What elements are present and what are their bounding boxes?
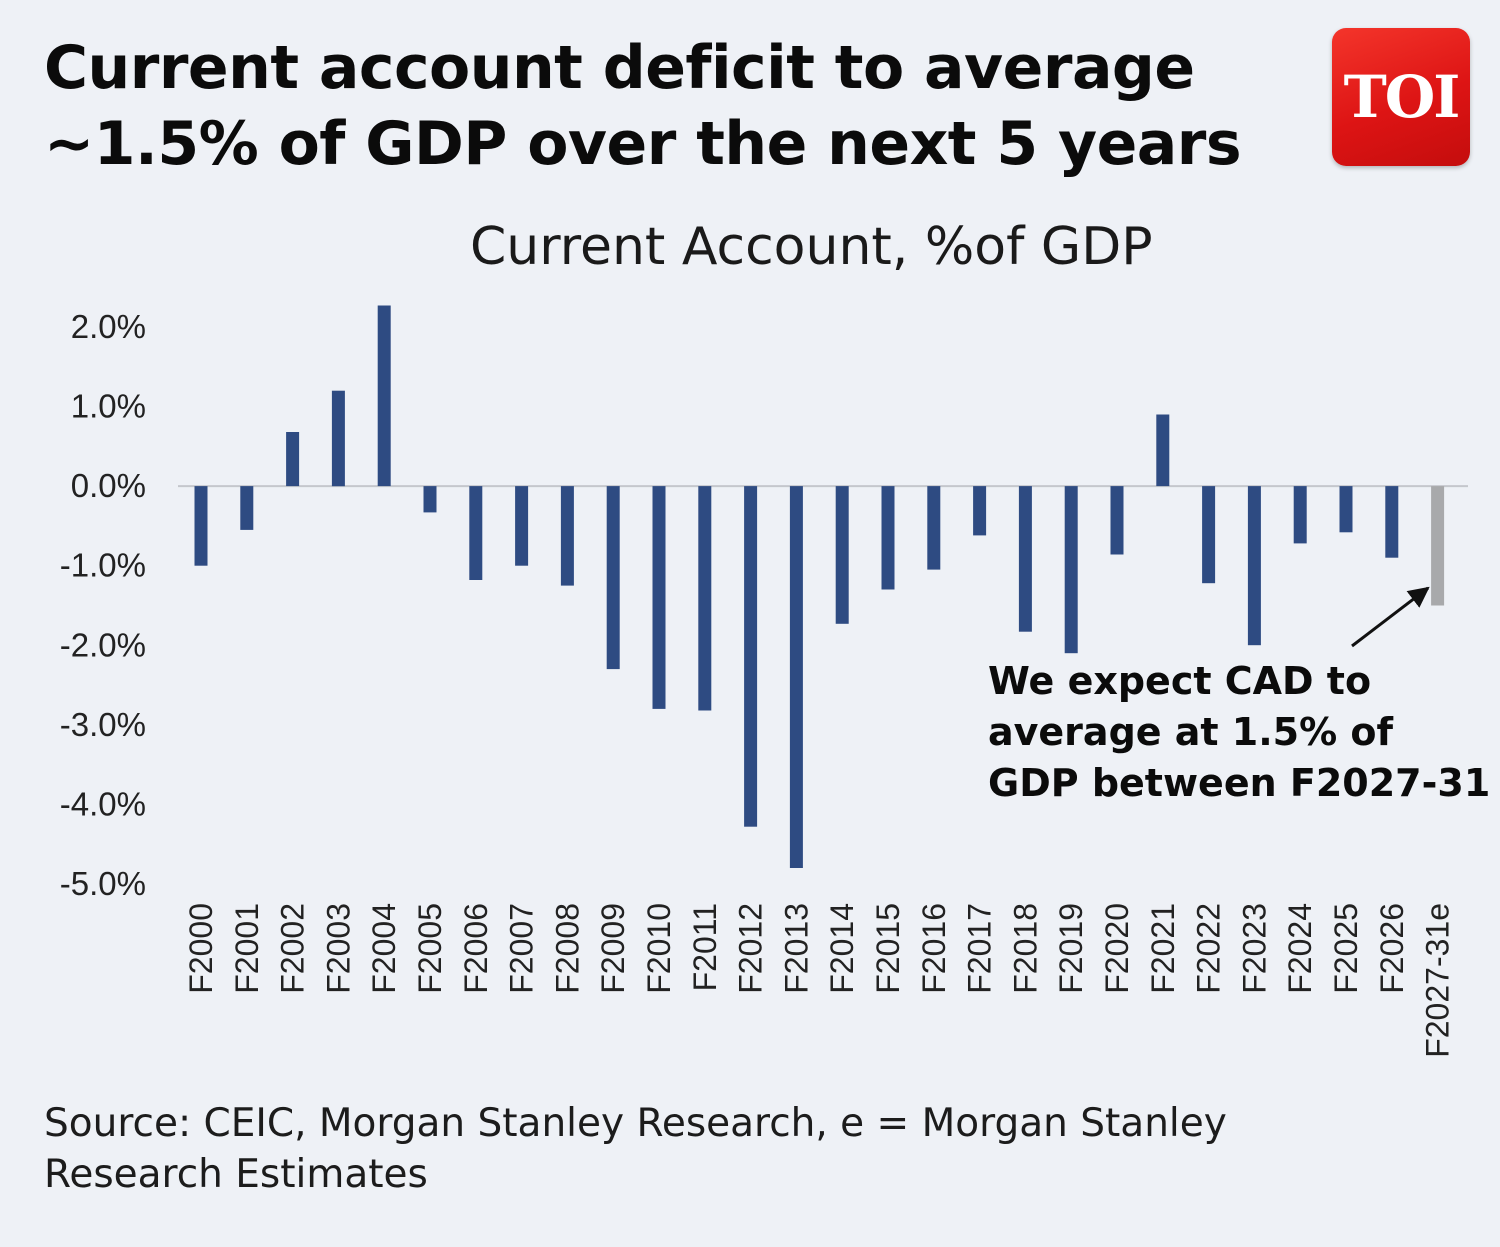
- bar: [194, 486, 208, 566]
- bar: [423, 486, 437, 513]
- source-line-2: Research Estimates: [44, 1152, 428, 1197]
- y-tick-label: 2.0%: [71, 308, 146, 345]
- bar: [698, 486, 712, 711]
- chart-title: Current Account, %of GDP: [470, 217, 1153, 277]
- x-tick-label: F2023: [1236, 903, 1272, 994]
- bar: [1202, 486, 1216, 584]
- headline-line-1: Current account deficit to average: [44, 33, 1195, 103]
- bar: [1385, 486, 1399, 558]
- annotation-arrow: [1351, 586, 1430, 648]
- bar: [881, 486, 895, 590]
- annotation-line-3: GDP between F2027-31: [988, 761, 1491, 805]
- bar: [286, 432, 300, 487]
- bar: [560, 486, 574, 586]
- x-tick-label: F2010: [641, 903, 677, 994]
- x-axis-ticks: F2000 F2001 F2002 F2003 F2004 F2005 F2006 F2007…: [183, 903, 1456, 1058]
- x-tick-label: F2002: [275, 903, 311, 994]
- x-tick-label: F2013: [778, 903, 814, 994]
- x-tick-label: F2020: [1099, 903, 1135, 994]
- bars: [194, 305, 1445, 868]
- y-tick-label: -1.0%: [60, 547, 146, 584]
- x-tick-label: F2015: [870, 903, 906, 994]
- source-line-1: Source: CEIC, Morgan Stanley Research, e…: [44, 1101, 1227, 1146]
- headline-line-2: ~1.5% of GDP over the next 5 years: [44, 109, 1242, 179]
- bar: [744, 486, 758, 827]
- x-tick-label: F2012: [733, 903, 769, 994]
- bar: [789, 486, 803, 868]
- annotation-line-2: average at 1.5% of: [988, 710, 1394, 754]
- x-tick-label: F2003: [320, 903, 356, 994]
- bar: [1064, 486, 1078, 654]
- bar: [1110, 486, 1124, 555]
- y-axis-ticks: 2.0% 1.0% 0.0% -1.0% -2.0% -3.0% -4.0% -5.0%: [60, 308, 146, 902]
- bar: [1293, 486, 1307, 544]
- bar: [515, 486, 529, 566]
- bar: [1431, 486, 1445, 606]
- x-tick-label: F2009: [595, 903, 631, 994]
- x-tick-label: F2024: [1282, 903, 1318, 994]
- headline: Current account deficit to average ~1.5%…: [44, 30, 1274, 182]
- x-tick-label: F2000: [183, 903, 219, 994]
- bar: [1156, 414, 1170, 487]
- x-tick-label: F2018: [1007, 903, 1043, 994]
- toi-logo: TOI: [1332, 28, 1470, 166]
- x-tick-label: F2017: [962, 903, 998, 994]
- x-tick-label: F2019: [1053, 903, 1089, 994]
- x-tick-label: F2027-31e: [1420, 903, 1456, 1058]
- source-note: Source: CEIC, Morgan Stanley Research, e…: [44, 1098, 1344, 1200]
- bar: [973, 486, 987, 536]
- bar: [1018, 486, 1032, 632]
- x-tick-label: F2026: [1374, 903, 1410, 994]
- x-tick-label: F2005: [412, 903, 448, 994]
- annotation-line-1: We expect CAD to: [988, 659, 1372, 703]
- toi-logo-text: TOI: [1343, 63, 1461, 131]
- x-tick-label: F2021: [1145, 903, 1181, 994]
- annotation-callout: We expect CAD to average at 1.5% of GDP …: [988, 656, 1493, 809]
- y-tick-label: -3.0%: [60, 706, 146, 743]
- bar: [240, 486, 254, 530]
- x-tick-label: F2008: [549, 903, 585, 994]
- x-tick-label: F2001: [229, 903, 265, 994]
- bar: [1247, 486, 1261, 646]
- x-tick-label: F2006: [458, 903, 494, 994]
- bar: [606, 486, 620, 670]
- y-tick-label: -4.0%: [60, 785, 146, 822]
- bar: [927, 486, 941, 570]
- x-tick-label: F2007: [504, 903, 540, 994]
- bar: [377, 305, 391, 487]
- x-tick-label: F2004: [366, 903, 402, 994]
- bar: [1339, 486, 1353, 533]
- y-tick-label: -5.0%: [60, 865, 146, 902]
- bar: [835, 486, 849, 624]
- bar: [331, 390, 345, 487]
- x-tick-label: F2011: [687, 903, 723, 991]
- y-tick-label: 1.0%: [71, 388, 146, 425]
- y-tick-label: 0.0%: [71, 467, 146, 504]
- x-tick-label: F2025: [1328, 903, 1364, 994]
- bar: [652, 486, 666, 709]
- x-tick-label: F2022: [1191, 903, 1227, 994]
- x-tick-label: F2014: [824, 903, 860, 994]
- bar: [469, 486, 483, 580]
- x-tick-label: F2016: [916, 903, 952, 994]
- y-tick-label: -2.0%: [60, 626, 146, 663]
